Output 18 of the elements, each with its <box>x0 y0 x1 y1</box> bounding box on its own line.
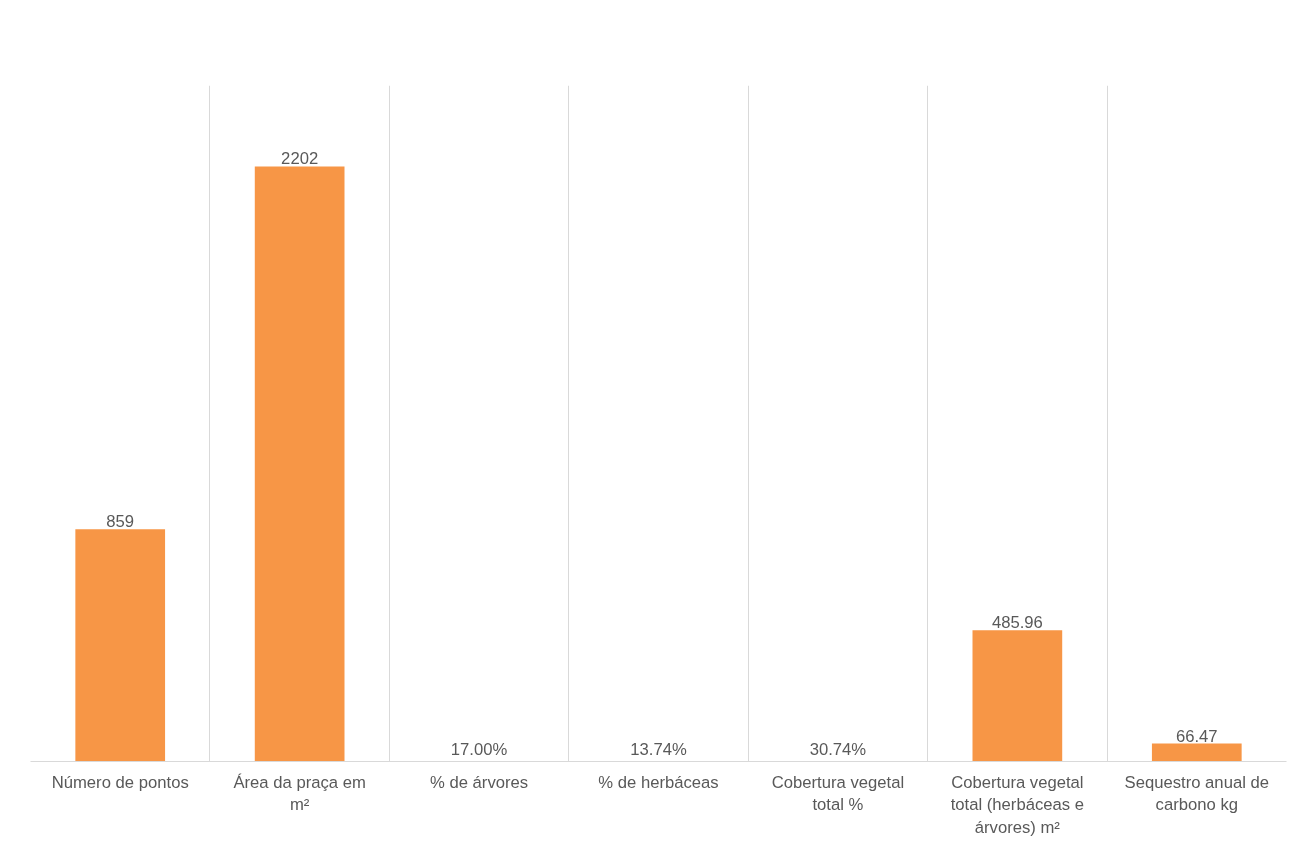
x-tick-label: Área da praça em m² <box>233 772 366 815</box>
x-tick-label: Número de pontos <box>51 772 189 792</box>
data-label: 66.47 <box>1175 726 1218 746</box>
data-label: 859 <box>106 512 135 532</box>
x-tick-label: Cobertura vegetal total % <box>771 772 905 815</box>
bar <box>75 529 166 762</box>
x-tick-label: Sequestro anual de carbono kg <box>1124 772 1270 815</box>
data-label: 2202 <box>281 149 319 169</box>
data-label: 485.96 <box>991 613 1043 633</box>
data-label: 17.00% <box>450 740 508 760</box>
data-label: 13.74% <box>630 740 687 760</box>
bar <box>1151 743 1242 762</box>
bar <box>972 630 1063 762</box>
x-tick-label: Cobertura vegetal total (herbáceas e árvores) m² <box>950 772 1085 838</box>
x-tick-label: % de árvores <box>430 772 529 792</box>
data-label: 30.74% <box>809 740 867 760</box>
bar <box>254 166 345 762</box>
x-tick-label: % de herbáceas <box>598 772 719 792</box>
